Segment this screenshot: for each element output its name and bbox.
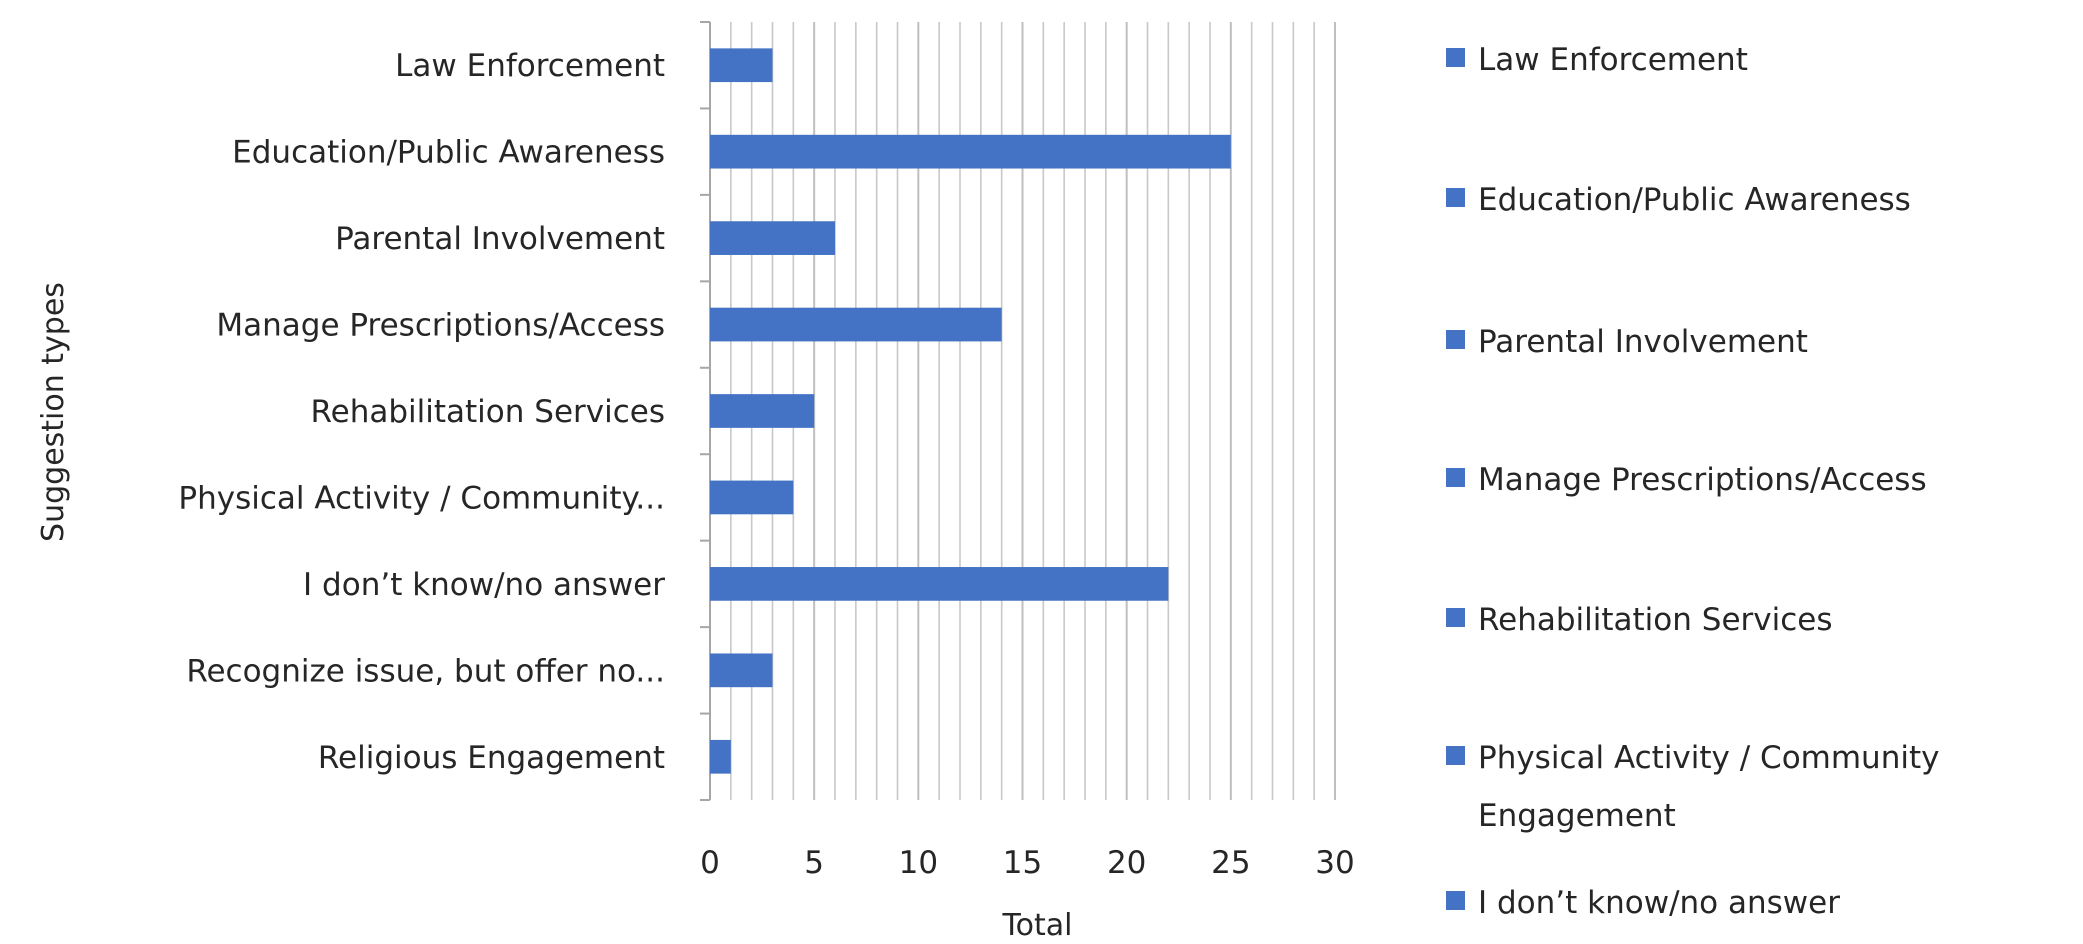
- labels: Law Enforcement Education/Public Awarenes…: [36, 48, 1355, 943]
- x-axis-title: Total: [1001, 908, 1072, 940]
- legend-swatch: [1446, 891, 1465, 910]
- category-label: Physical Activity / Community...: [178, 480, 665, 516]
- category-label: Religious Engagement: [318, 740, 665, 776]
- legend-swatch: [1446, 188, 1465, 207]
- legend: Law Enforcement Education/Public Awarenes…: [1446, 42, 1939, 921]
- x-tick-label: 5: [804, 845, 824, 881]
- category-label: I don’t know/no answer: [303, 567, 665, 603]
- legend-label: Education/Public Awareness: [1478, 182, 1911, 218]
- bar: [710, 48, 773, 83]
- legend-swatch: [1446, 468, 1465, 487]
- category-label: Manage Prescriptions/Access: [216, 308, 665, 344]
- legend-label: Parental Involvement: [1478, 324, 1808, 360]
- bar: [710, 134, 1231, 169]
- x-tick-label: 30: [1315, 845, 1354, 881]
- legend-label: I don’t know/no answer: [1478, 885, 1840, 921]
- x-tick-label: 25: [1211, 845, 1250, 881]
- legend-swatch: [1446, 330, 1465, 349]
- axes: [700, 21, 711, 801]
- x-tick-label: 10: [899, 845, 938, 881]
- bar: [710, 394, 815, 428]
- bars: [710, 48, 1231, 774]
- y-axis-title: Suggestion types: [36, 282, 71, 542]
- legend-label: Law Enforcement: [1478, 42, 1748, 78]
- category-label: Law Enforcement: [395, 48, 665, 84]
- x-tick-label: 0: [700, 845, 720, 881]
- legend-swatch: [1446, 746, 1465, 765]
- x-tick-label: 20: [1107, 845, 1146, 881]
- legend-swatch: [1446, 608, 1465, 627]
- bar: [710, 653, 773, 688]
- category-label: Education/Public Awareness: [232, 135, 665, 171]
- legend-label: Rehabilitation Services: [1478, 602, 1833, 638]
- legend-label: Manage Prescriptions/Access: [1478, 462, 1927, 498]
- legend-label: Physical Activity / Community Engagement: [1478, 740, 1939, 834]
- category-label: Rehabilitation Services: [311, 394, 666, 430]
- bar: [710, 567, 1169, 601]
- bar: [710, 221, 835, 255]
- category-label: Parental Involvement: [335, 221, 665, 257]
- legend-swatch: [1446, 48, 1465, 67]
- bar: [710, 307, 1002, 342]
- category-label: Recognize issue, but offer no...: [186, 653, 665, 689]
- bar: [710, 480, 794, 515]
- bar: [710, 739, 731, 774]
- x-tick-label: 15: [1003, 845, 1042, 881]
